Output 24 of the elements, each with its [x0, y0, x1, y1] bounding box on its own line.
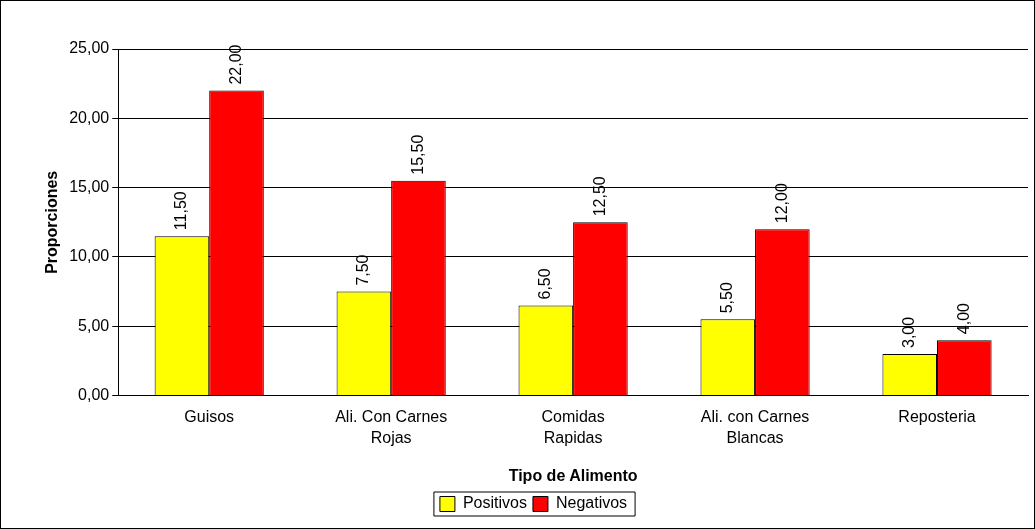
y-tick-label: 5,00	[78, 316, 110, 334]
data-label: 22,00	[226, 44, 244, 85]
y-axis-title: Proporciones	[43, 170, 61, 274]
y-tick-label: 20,00	[69, 108, 110, 126]
x-axis-title: Tipo de Alimento	[508, 466, 638, 484]
data-label: 6,50	[536, 268, 554, 300]
data-label: 11,50	[172, 191, 190, 231]
x-tick-label: Ali. Con Carnes Rojas	[335, 407, 448, 447]
x-tick-label: Reposteria	[898, 407, 976, 425]
x-tick-label: Guisos	[184, 407, 235, 425]
y-tick-label: 25,00	[69, 39, 110, 57]
legend-label: Positivos	[462, 494, 527, 512]
data-label: 4,00	[954, 302, 972, 335]
data-label: 5,50	[718, 282, 736, 314]
x-tick-label: Comidas Rapidas	[541, 407, 605, 447]
data-label: 3,00	[900, 316, 918, 349]
y-tick-label: 15,00	[69, 178, 110, 196]
y-tick-label: 10,00	[69, 247, 110, 265]
data-label: 12,50	[590, 176, 608, 217]
x-tick-label: Ali. con Carnes Blancas	[700, 407, 810, 447]
data-label: 15,50	[408, 134, 426, 175]
legend-label: Negativos	[555, 494, 628, 512]
y-tick-label: 0,00	[78, 386, 110, 404]
data-label: 12,00	[772, 183, 790, 224]
